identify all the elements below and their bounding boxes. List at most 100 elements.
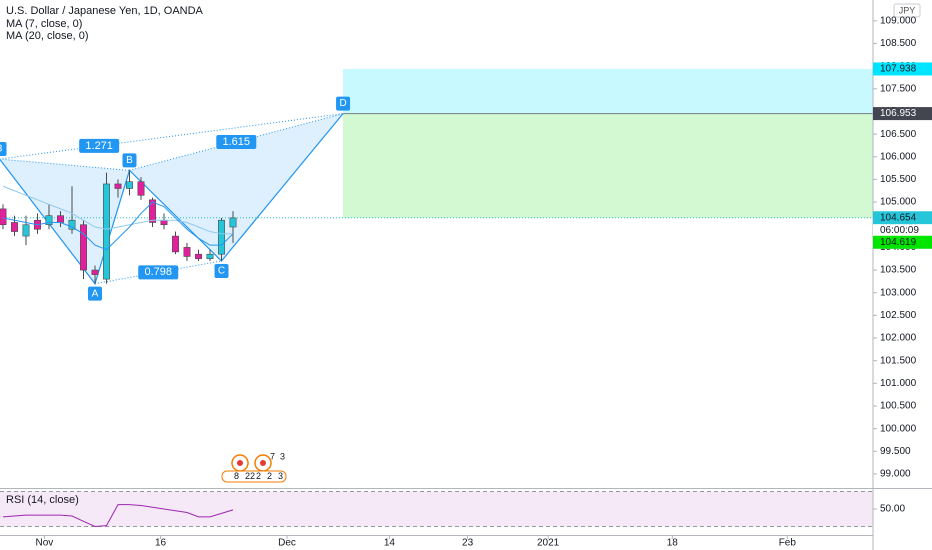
- y-tick-label: 106.000: [880, 151, 917, 162]
- candle-body: [68, 219, 76, 230]
- price-badge: [873, 107, 932, 121]
- y-tick-label: 101.500: [880, 355, 917, 366]
- price-badge: [873, 235, 932, 249]
- event-count: 8: [234, 471, 239, 481]
- rsi-band: [0, 491, 873, 527]
- price-badge-label: 104.654: [880, 212, 917, 223]
- ratio-label: 0.798: [144, 266, 172, 278]
- candle-body: [22, 224, 30, 237]
- event-count: 22: [245, 471, 255, 481]
- y-tick-label: 101.000: [880, 378, 917, 389]
- pattern-bcd: [129, 113, 344, 261]
- y-tick-label: 106.500: [880, 129, 917, 140]
- price-badge-label: 106.953: [880, 108, 917, 119]
- point-box: [214, 263, 229, 278]
- y-tick-label: 100.000: [880, 423, 917, 434]
- y-tick-label: 103.500: [880, 265, 917, 276]
- event-dot: [260, 460, 266, 466]
- pattern-ratio-line: [94, 260, 222, 285]
- point-box: [87, 286, 102, 301]
- ma7-legend: MA (7, close, 0): [6, 18, 82, 30]
- point-label: D: [339, 98, 346, 109]
- ratio-box: [79, 138, 120, 153]
- rsi-tick-label: 50.00: [880, 504, 905, 515]
- event-count: 7: [270, 451, 275, 461]
- y-tick-label: 105.500: [880, 174, 917, 185]
- point-box: [122, 153, 137, 168]
- ma20-line: [2, 185, 233, 235]
- price-badge-label: 104.619: [880, 237, 917, 248]
- x-tick-label: 2021: [537, 538, 560, 549]
- event-count: 2: [256, 471, 261, 481]
- y-tick-label: 107.500: [880, 83, 917, 94]
- y-tick-label: 99.500: [880, 446, 911, 457]
- y-tick-label: 102.500: [880, 310, 917, 321]
- x-tick-label: Feb: [779, 538, 797, 549]
- currency: JPY: [899, 5, 916, 15]
- candle-body: [137, 181, 145, 196]
- candle-body: [0, 208, 7, 226]
- candle-body: [126, 181, 133, 189]
- point-box: [0, 142, 7, 157]
- x-tick-label: 18: [667, 538, 679, 549]
- event-dot: [237, 460, 243, 466]
- x-tick-label: 23: [462, 538, 474, 549]
- candle-body: [172, 235, 179, 253]
- candle-body: [229, 217, 237, 228]
- ratio-label: 1.615: [223, 136, 251, 148]
- countdown-box: [873, 224, 932, 237]
- y-tick-label: 105.000: [880, 197, 917, 208]
- point-label: 3: [0, 144, 3, 155]
- rsi-line: [2, 504, 234, 528]
- event-count: 3: [280, 451, 285, 461]
- pattern-ratio-line: [0, 113, 344, 160]
- ratio-label: 1.271: [85, 140, 113, 152]
- y-tick-label: 103.000: [880, 287, 917, 298]
- candle-body: [57, 215, 64, 223]
- event-count: 2: [267, 471, 272, 481]
- currency-box[interactable]: [893, 3, 921, 18]
- y-tick-label: 100.500: [880, 401, 917, 412]
- y-tick-label: 102.000: [880, 333, 917, 344]
- price-badge: [873, 62, 932, 76]
- pattern-ratio-line: [129, 113, 344, 171]
- candle-body: [183, 247, 191, 257]
- x-tick-label: Dec: [278, 538, 296, 549]
- x-tick-label: 16: [155, 538, 167, 549]
- candle-body: [114, 183, 122, 189]
- event-bar: [221, 470, 287, 483]
- point-label: B: [126, 155, 133, 166]
- candle-body: [80, 224, 87, 271]
- ratio-box: [216, 134, 257, 149]
- rsi-legend: RSI (14, close): [6, 494, 79, 506]
- candle-body: [195, 253, 202, 260]
- event-count: 3: [278, 471, 283, 481]
- ratio-box: [138, 265, 179, 280]
- price-badge: [873, 211, 932, 225]
- candle-body: [218, 219, 225, 255]
- countdown: 06:00:09: [880, 225, 919, 236]
- x-tick-label: 14: [384, 538, 396, 549]
- point-label: C: [218, 266, 225, 277]
- y-tick-label: 99.000: [880, 469, 911, 480]
- candle-body: [45, 215, 53, 226]
- price-badge-label: 107.938: [880, 64, 917, 75]
- ma7-line: [2, 201, 234, 251]
- ma20-legend: MA (20, close, 0): [6, 30, 89, 42]
- candle-body: [206, 253, 214, 260]
- candle-body: [103, 183, 110, 280]
- main-pane: 1.271 1.615 0.798: [0, 68, 873, 285]
- y-tick-label: 108.500: [880, 38, 917, 49]
- rsi-pane: [0, 491, 873, 528]
- pattern-xab: [0, 159, 130, 284]
- candle-body: [149, 199, 156, 223]
- point-box: [336, 96, 351, 111]
- overlay: 3ABCD73822223: [0, 96, 351, 483]
- pattern-ratio-line: [0, 158, 130, 171]
- point-label: A: [92, 288, 99, 299]
- candle-body: [91, 269, 99, 275]
- target-zone: [343, 68, 873, 114]
- candle-body: [160, 219, 168, 226]
- chart-title: U.S. Dollar / Japanese Yen, 1D, OANDA: [6, 5, 204, 17]
